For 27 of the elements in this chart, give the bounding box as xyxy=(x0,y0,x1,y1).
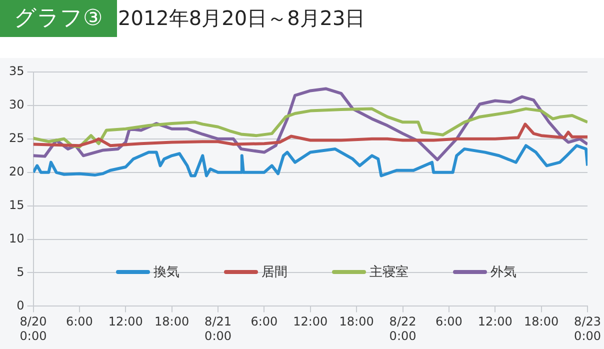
x-tick-label: 6:00 xyxy=(250,314,278,329)
x-tick-label: 8/22 0:00 xyxy=(389,314,416,343)
x-tick-label: 6:00 xyxy=(66,314,93,329)
y-tick-label: 20 xyxy=(8,164,24,178)
x-tick-label: 12:00 xyxy=(108,314,143,329)
x-tick-label: 18:00 xyxy=(339,314,374,329)
x-tick-label: 8/21 0:00 xyxy=(204,314,232,343)
legend-label: 外気 xyxy=(490,264,516,281)
y-tick-label: 35 xyxy=(8,64,24,78)
y-tick-label: 10 xyxy=(8,231,24,246)
legend-label: 換気 xyxy=(154,264,180,281)
x-tick-label: 12:00 xyxy=(478,314,512,329)
x-tick-label: 18:00 xyxy=(524,314,559,329)
chart-title: グラフ③ xyxy=(0,0,117,37)
y-tick-label: 25 xyxy=(8,131,24,146)
x-tick-label: 8/20 0:00 xyxy=(20,314,47,343)
y-tick-label: 30 xyxy=(8,98,24,112)
x-tick-label: 18:00 xyxy=(154,314,190,329)
chart-subtitle: 2012年8月20日～8月23日 xyxy=(118,5,366,32)
y-tick-label: 0 xyxy=(16,298,24,312)
x-tick-label: 12:00 xyxy=(293,314,328,329)
y-tick-label: 5 xyxy=(16,264,24,279)
x-tick-label: 8/23 0:00 xyxy=(574,314,602,343)
y-tick-label: 15 xyxy=(8,198,24,212)
x-tick-label: 6:00 xyxy=(435,314,462,329)
legend-label: 主寝室 xyxy=(370,264,408,281)
legend-label: 居間 xyxy=(262,264,288,281)
